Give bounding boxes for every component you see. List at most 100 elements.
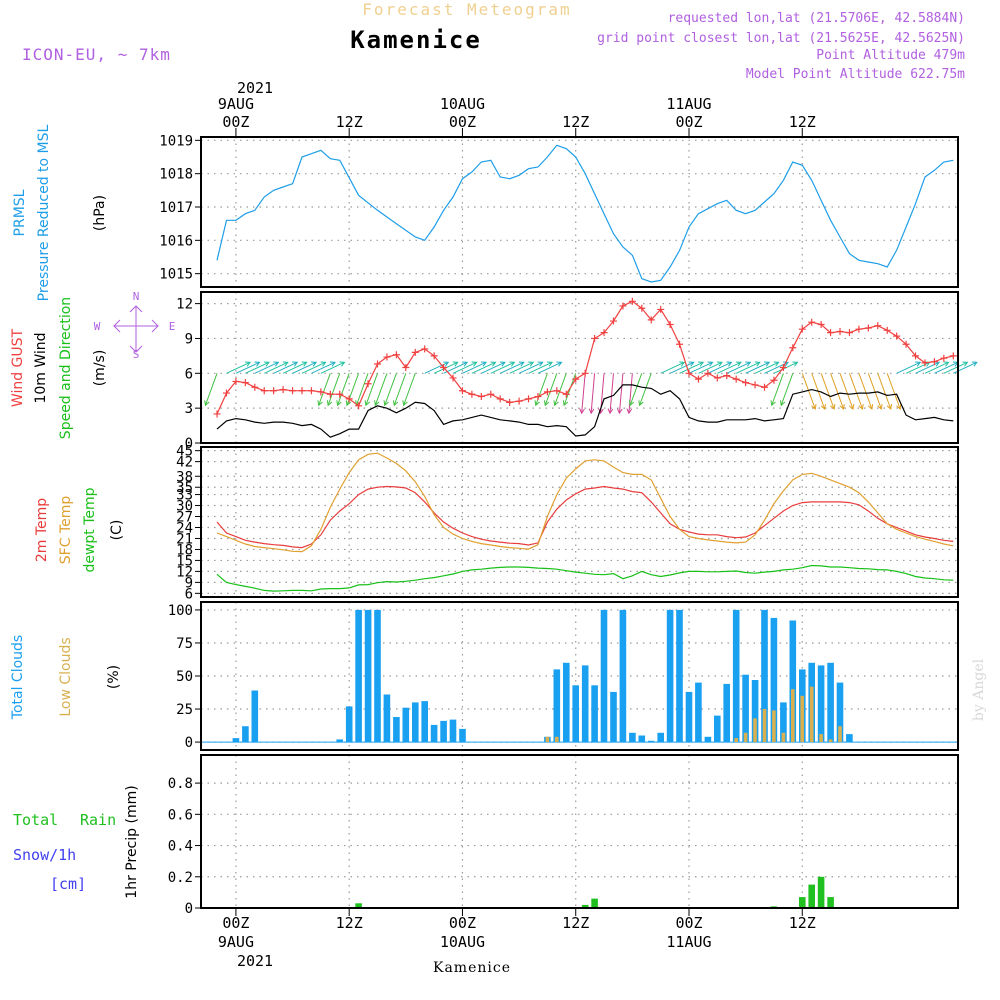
- precip-axis-label: 1hr Precip (mm): [124, 785, 140, 898]
- wind-arrow-head: [537, 361, 544, 367]
- wind-arrow: [679, 361, 704, 374]
- wind-arrow-head: [326, 400, 333, 407]
- y-tick-label: 18: [176, 542, 193, 558]
- wind-arrow: [915, 361, 940, 374]
- wind-arrow-head: [698, 361, 705, 367]
- panel-frame: [200, 754, 959, 909]
- wind-arrow: [780, 373, 794, 406]
- wind-arrow: [320, 361, 345, 374]
- compass-w: W: [94, 320, 101, 333]
- gust-marker: [553, 387, 561, 395]
- wind-arrow: [839, 373, 854, 410]
- gust-marker: [326, 390, 334, 398]
- location-title: Kamenice: [350, 26, 482, 54]
- gust-marker: [864, 324, 872, 332]
- y-tick-label: 0: [185, 735, 193, 751]
- top-tick-label: 12Z: [562, 113, 589, 131]
- y-tick-label: 0.4: [168, 839, 193, 855]
- wind-arrow-head: [726, 361, 733, 367]
- low-cloud-bar: [555, 736, 559, 743]
- gust-marker: [430, 352, 438, 360]
- wind-arrow: [471, 361, 496, 374]
- low-cloud-label: Low Clouds: [58, 637, 74, 716]
- rain-label: Rain: [80, 811, 116, 829]
- total-cloud-bar: [232, 738, 240, 743]
- gust-marker: [817, 321, 825, 329]
- grid-point-coords: grid point closest lon,lat (21.5625E, 42…: [597, 31, 965, 46]
- wind-arrow: [943, 361, 968, 374]
- gust-marker: [949, 352, 957, 360]
- wind-arrow-head: [607, 408, 614, 415]
- total-cloud-bar: [336, 739, 343, 742]
- rain-bar: [808, 884, 815, 908]
- panel-bg: [201, 137, 958, 287]
- total-cloud-bar: [770, 617, 778, 743]
- wind-arrow: [754, 361, 779, 374]
- wind-arrow-head: [471, 361, 478, 367]
- bottom-date-label: 9AUG: [218, 933, 254, 951]
- y-tick-label: 9: [185, 575, 193, 591]
- wind-arrow: [618, 373, 624, 414]
- total-cloud-bar: [647, 740, 655, 743]
- gust-marker: [581, 369, 589, 377]
- gust-marker: [742, 379, 750, 387]
- gust-marker: [440, 364, 448, 371]
- wind-arrow-head: [962, 361, 969, 367]
- wind-arrow-head: [830, 403, 836, 410]
- wind-arrow-head: [292, 361, 299, 367]
- y-tick-label: 50: [176, 669, 193, 685]
- gust-marker: [222, 389, 230, 397]
- y-tick-label: 3: [185, 401, 193, 417]
- wind-arrow: [235, 361, 260, 374]
- total-cloud-bar: [393, 717, 400, 743]
- total-cloud-bar: [619, 609, 627, 742]
- wind-arrow-head: [764, 361, 771, 367]
- wind-arrow: [537, 361, 562, 374]
- total-cloud-bar: [751, 680, 759, 743]
- wind-arrow-head: [528, 361, 535, 367]
- wind-arrow-head: [336, 400, 342, 407]
- wind-arrow-head: [374, 400, 380, 407]
- total-cloud-bar: [676, 609, 683, 742]
- y-tick-label: 12: [176, 564, 193, 580]
- wind-arrow: [801, 373, 816, 410]
- wind-arrow: [509, 361, 534, 374]
- gust-marker: [355, 402, 363, 410]
- gust-marker: [657, 305, 665, 313]
- gust-marker: [845, 329, 853, 337]
- bottom-tick-label: 12Z: [336, 914, 363, 932]
- wind-arrow: [726, 361, 751, 374]
- gust-marker: [307, 387, 315, 395]
- wind-arrow: [500, 361, 524, 374]
- gust-marker: [609, 317, 617, 325]
- wind-arrow: [544, 373, 558, 406]
- gust-marker: [317, 388, 325, 396]
- sfc-label: SFC Temp: [58, 496, 74, 565]
- wind-arrow: [886, 373, 901, 410]
- gust-marker: [270, 387, 278, 395]
- wind-arrow: [318, 373, 331, 406]
- temp-labels: 2m Temp SFC Temp dewpt Temp (C): [34, 487, 125, 572]
- wind-arrow: [771, 373, 784, 406]
- gust-marker: [827, 329, 835, 337]
- y-tick-label: 25: [176, 702, 193, 718]
- y-tick-label: 1017: [159, 200, 193, 216]
- y-tick-label: 42: [176, 455, 193, 471]
- top-date-label: 11AUG: [666, 95, 711, 113]
- precip-labels: Total Rain Snow/1h [cm] 1hr Precip (mm): [13, 785, 140, 898]
- panel-1: 0 3 6 9 12: [176, 291, 978, 452]
- y-tick-label: 24: [176, 520, 193, 536]
- snow-label: Snow/1h: [13, 846, 76, 864]
- model-name: ICON-EU, ~ 7km: [22, 45, 171, 64]
- y-tick-label: 38: [176, 469, 193, 485]
- wind-arrow: [669, 361, 694, 374]
- gust-marker: [619, 302, 627, 310]
- wind-arrow-head: [364, 400, 370, 407]
- gust-marker: [713, 374, 721, 382]
- wind-arrow-head: [339, 361, 346, 367]
- total-cloud-bar: [421, 701, 428, 743]
- wind-arrow-head: [317, 400, 323, 407]
- gust-marker: [770, 376, 778, 384]
- total-cloud-bar: [581, 665, 589, 742]
